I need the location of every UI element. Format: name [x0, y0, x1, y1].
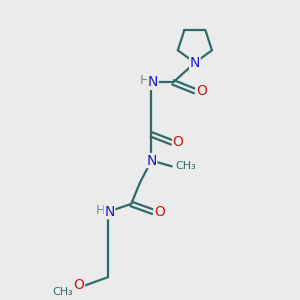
- Text: CH₃: CH₃: [53, 287, 74, 297]
- Text: O: O: [74, 278, 85, 292]
- Text: N: N: [148, 75, 158, 89]
- Text: H: H: [140, 74, 149, 87]
- Text: CH₃: CH₃: [175, 161, 196, 171]
- Text: O: O: [172, 135, 184, 149]
- Text: H: H: [96, 204, 106, 217]
- Text: N: N: [104, 205, 115, 219]
- Text: N: N: [190, 56, 200, 70]
- Text: O: O: [196, 84, 207, 98]
- Text: O: O: [154, 205, 165, 219]
- Text: N: N: [146, 154, 157, 167]
